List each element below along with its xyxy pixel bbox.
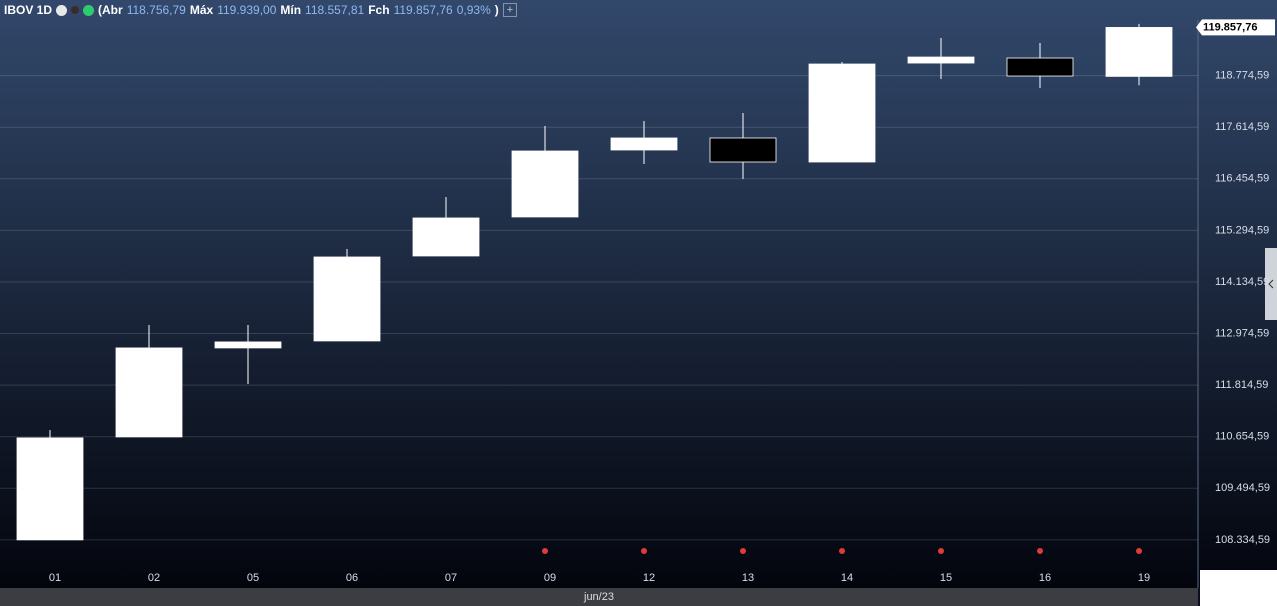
x-tick-label: 13 [742,572,754,584]
y-tick-label: 110.654,59 [1215,431,1269,443]
price-tag [1196,19,1275,36]
candle-body [1006,57,1074,77]
event-dot[interactable] [542,548,548,554]
x-tick-label: 19 [1138,572,1150,584]
side-toggle[interactable] [1265,248,1277,320]
live-icon [83,4,95,16]
candle-body [610,137,678,151]
y-tick-label: 112.974,59 [1215,327,1269,339]
background [0,0,1277,588]
x-tick-label: 05 [247,572,259,584]
event-dot[interactable] [839,548,845,554]
x-tick-label: 02 [148,572,160,584]
header: IBOV 1D (Abr 118.756,79 Máx 119.939,00 M… [4,2,518,18]
event-dot[interactable] [1136,548,1142,554]
event-dot[interactable] [740,548,746,554]
x-group-label: jun/23 [583,591,614,603]
x-tick-label: 09 [544,572,556,584]
change: 0,93% [456,3,491,17]
time-bar [0,588,1198,606]
candle-body [115,347,183,438]
candle-body [808,63,876,163]
candle-body [709,137,777,163]
x-tick-label: 01 [49,572,61,584]
event-dot[interactable] [641,548,647,554]
x-tick-label: 12 [643,572,655,584]
side-toggle-icon [1268,279,1274,289]
y-tick-label: 114.134,59 [1215,276,1269,288]
corner [1200,570,1277,606]
event-dot[interactable] [938,548,944,554]
open-label: (Abr [98,3,123,17]
candle-body [16,437,84,541]
info-icon[interactable] [56,4,68,16]
high-value: 119.939,00 [217,3,277,17]
y-tick-label: 117.614,59 [1215,121,1269,133]
close-value: 119.857,76 [393,3,453,17]
candle-body [907,56,975,64]
event-markers [542,548,1142,554]
y-tick-label: 116.454,59 [1215,173,1269,185]
x-tick-label: 06 [346,572,358,584]
y-tick-label: 115.294,59 [1215,224,1269,236]
status-icon [71,6,80,14]
candle-body [412,217,480,257]
candle-body [313,256,381,342]
x-tick-label: 15 [940,572,952,584]
close-paren: ) [494,3,499,17]
x-tick-label: 14 [841,572,853,584]
x-tick-label: 07 [445,572,457,584]
add-button[interactable]: + [502,3,518,17]
low-label: Mín [280,3,302,17]
candle-body [214,341,282,349]
candle-body [511,150,579,218]
candle-body [1105,27,1173,77]
y-tick-label: 108.334,59 [1215,534,1270,546]
open-value: 118.756,79 [126,3,186,17]
x-tick-label: 16 [1039,572,1051,584]
y-tick-label: 111.814,59 [1215,379,1268,391]
close-label: Fch [368,3,390,17]
high-label: Máx [189,3,214,17]
price-tag-label: 119.857,76 [1203,21,1257,33]
low-value: 118.557,81 [305,3,365,17]
symbol[interactable]: IBOV 1D [4,3,53,17]
event-dot[interactable] [1037,548,1043,554]
y-tick-label: 109.494,59 [1215,482,1270,494]
y-tick-label: 118.774,59 [1215,70,1269,82]
